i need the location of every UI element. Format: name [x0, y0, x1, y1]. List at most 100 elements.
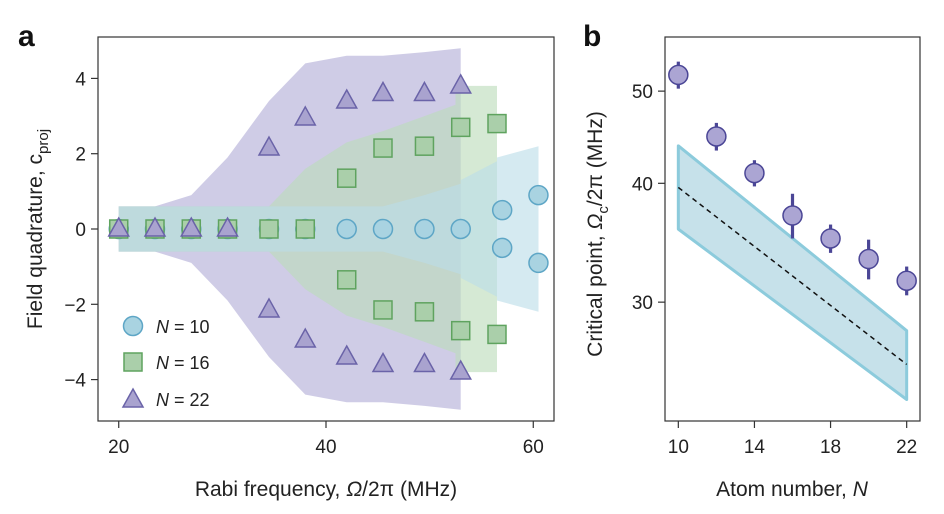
data-point-triangle [257, 135, 281, 156]
data-point-triangle [143, 216, 167, 237]
legend-n16-value: = 16 [174, 353, 210, 373]
data-point-circle [491, 237, 513, 259]
legend-n10-n: N [156, 317, 170, 337]
panel-b-ylabel-suffix: /2π (MHz) [584, 111, 607, 206]
data-point-square [414, 136, 435, 156]
panel-a-xlabel-suffix: /2π (MHz) [362, 478, 457, 501]
data-point-triangle [179, 216, 203, 237]
legend-n10-value: = 10 [174, 317, 210, 337]
panel-b-points [668, 61, 917, 296]
legend-n22-label: N = 22 [156, 390, 210, 410]
legend-n16-marker [123, 352, 143, 372]
data-point-triangle [371, 80, 395, 102]
y-tick-label: −2 [64, 295, 86, 316]
panel-b-ylabel: Critical point, Ωc/2π (MHz) [584, 111, 612, 357]
panel-b-ticks: 10 14 18 22 30 40 50 [632, 82, 917, 458]
y-tick-label: 40 [632, 174, 653, 195]
data-point-circle [668, 64, 689, 86]
legend-n22-value: = 22 [174, 390, 210, 410]
data-point-triangle [371, 351, 395, 373]
data-point-circle [820, 228, 841, 249]
y-tick-label: 30 [632, 293, 653, 314]
data-point-circle [706, 126, 727, 147]
panel-b-ylabel-sub: c [595, 206, 612, 214]
panel-a-label: a [18, 20, 35, 53]
panel-b-theory-band [676, 144, 909, 402]
panel-b-plot-area: 10 14 18 22 30 40 50 [632, 36, 921, 458]
data-point-triangle [335, 344, 359, 365]
band-circle [118, 146, 539, 312]
panel-b-xlabel: Atom number, N [716, 478, 869, 501]
data-point-square [450, 117, 471, 138]
panel-a-plot-area: 20 40 60 −4 −2 0 2 4 [64, 36, 555, 458]
data-point-triangle [107, 216, 131, 237]
panel-b-ylabel-prefix: Critical point, [584, 230, 607, 357]
data-point-circle [528, 252, 549, 274]
legend-n10-marker [122, 315, 144, 337]
panel-b-label: b [583, 20, 601, 53]
data-point-square [373, 138, 393, 158]
data-point-square [487, 324, 507, 345]
x-tick-label: 60 [523, 437, 544, 458]
data-point-triangle [216, 216, 239, 237]
data-point-circle [896, 270, 917, 291]
data-point-triangle [449, 359, 473, 380]
data-point-square [336, 270, 357, 290]
x-tick-label: 20 [108, 437, 129, 458]
data-point-circle [491, 199, 513, 221]
data-point-circle [336, 218, 357, 240]
y-tick-label: 4 [75, 69, 86, 90]
panel-a-points [107, 73, 549, 380]
data-point-circle [450, 218, 471, 240]
x-tick-label: 14 [744, 437, 766, 458]
panel-a-ticks: 20 40 60 −4 −2 0 2 4 [64, 69, 544, 458]
panel-a-xlabel-symbol: Ω [346, 478, 362, 501]
panel-a-xlabel-prefix: Rabi frequency, [195, 478, 346, 501]
data-point-circle [372, 218, 394, 240]
data-point-circle [782, 205, 803, 226]
panel-a-ylabel: Field quadrature, cproj [24, 129, 52, 329]
data-point-square [487, 113, 507, 134]
panel-b-xlabel-symbol: N [853, 478, 869, 501]
legend-n16-label: N = 16 [156, 353, 210, 373]
data-point-triangle [335, 88, 359, 109]
y-tick-label: 0 [75, 220, 86, 241]
panel-b-axes-frame [664, 36, 921, 422]
legend-n22-marker [121, 387, 145, 408]
data-point-circle [858, 248, 879, 270]
data-point-triangle [293, 327, 317, 348]
data-point-circle [414, 218, 435, 240]
panel-a-ylabel-prefix: Field quadrature, c [24, 154, 47, 329]
legend-n16-n: N [156, 353, 170, 373]
theory-line [677, 186, 908, 366]
legend-n22-n: N [156, 390, 170, 410]
data-point-circle [528, 184, 549, 206]
data-point-square [295, 219, 316, 239]
data-point-circle [744, 162, 765, 184]
x-tick-label: 22 [896, 437, 917, 458]
panel-a-ylabel-sub: proj [35, 129, 52, 154]
data-point-square [259, 219, 279, 239]
data-point-square [450, 320, 471, 341]
x-tick-label: 40 [315, 437, 336, 458]
legend-n10-label: N = 10 [156, 317, 210, 337]
panel-a-legend: N = 10 N = 16 N = 22 [121, 315, 210, 410]
y-tick-label: 2 [75, 145, 86, 166]
y-tick-label: 50 [632, 82, 653, 103]
panel-b-ylabel-symbol: Ω [584, 214, 607, 230]
theory-band [676, 144, 909, 402]
panel-b-xlabel-prefix: Atom number, [716, 478, 853, 501]
data-point-square [373, 300, 393, 320]
data-point-triangle [413, 80, 436, 102]
data-point-triangle [449, 73, 473, 94]
x-tick-label: 18 [820, 437, 841, 458]
data-point-square [336, 168, 357, 188]
data-point-triangle [257, 297, 281, 318]
data-point-square [414, 302, 435, 322]
y-tick-label: −4 [64, 371, 86, 392]
panel-a-xlabel: Rabi frequency, Ω/2π (MHz) [195, 478, 457, 501]
data-point-triangle [293, 105, 317, 126]
data-point-triangle [413, 351, 436, 373]
x-tick-label: 10 [668, 437, 689, 458]
